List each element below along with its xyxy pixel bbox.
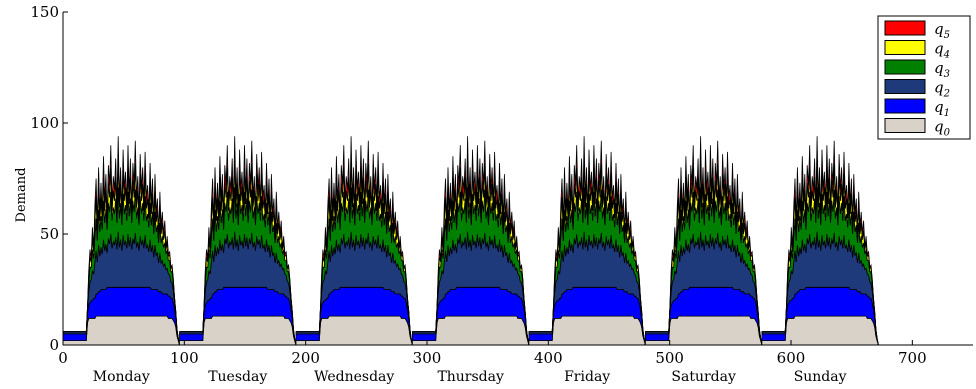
y-tick-label-50: 50 <box>40 225 59 243</box>
day-label-thursday: Thursday <box>437 369 504 385</box>
legend-swatch-q4 <box>884 40 926 55</box>
day-label-tuesday: Tuesday <box>208 369 267 385</box>
y-tick-label-150: 150 <box>30 3 59 21</box>
legend-swatch-q5 <box>884 20 926 36</box>
axes: 0 100 200 300 400 500 600 700 0 50 100 150 Monday Tue… <box>30 3 973 385</box>
legend-swatch-q0 <box>884 118 926 133</box>
x-tick-label-700: 700 <box>898 349 927 367</box>
day-label-saturday: Saturday <box>671 369 736 385</box>
x-tick-label-100: 100 <box>170 349 199 367</box>
day-label-sunday: Sunday <box>794 369 847 385</box>
area-layers <box>62 136 879 346</box>
legend-swatch-q1 <box>884 98 926 114</box>
y-axis-label: Demand <box>14 168 29 223</box>
legend-swatch-q3 <box>884 59 926 75</box>
x-tick-label-0: 0 <box>58 349 68 367</box>
x-tick-label-200: 200 <box>291 349 320 367</box>
x-tick-label-600: 600 <box>777 349 806 367</box>
x-tick-label-300: 300 <box>413 349 442 367</box>
day-label-friday: Friday <box>564 369 610 385</box>
y-tick-label-0: 0 <box>49 336 59 354</box>
y-tick-label-100: 100 <box>30 114 59 132</box>
day-label-wednesday: Wednesday <box>314 369 394 385</box>
legend-swatch-q2 <box>884 79 926 94</box>
x-tick-label-400: 400 <box>534 349 563 367</box>
day-label-monday: Monday <box>93 369 150 385</box>
x-tick-label-500: 500 <box>655 349 684 367</box>
